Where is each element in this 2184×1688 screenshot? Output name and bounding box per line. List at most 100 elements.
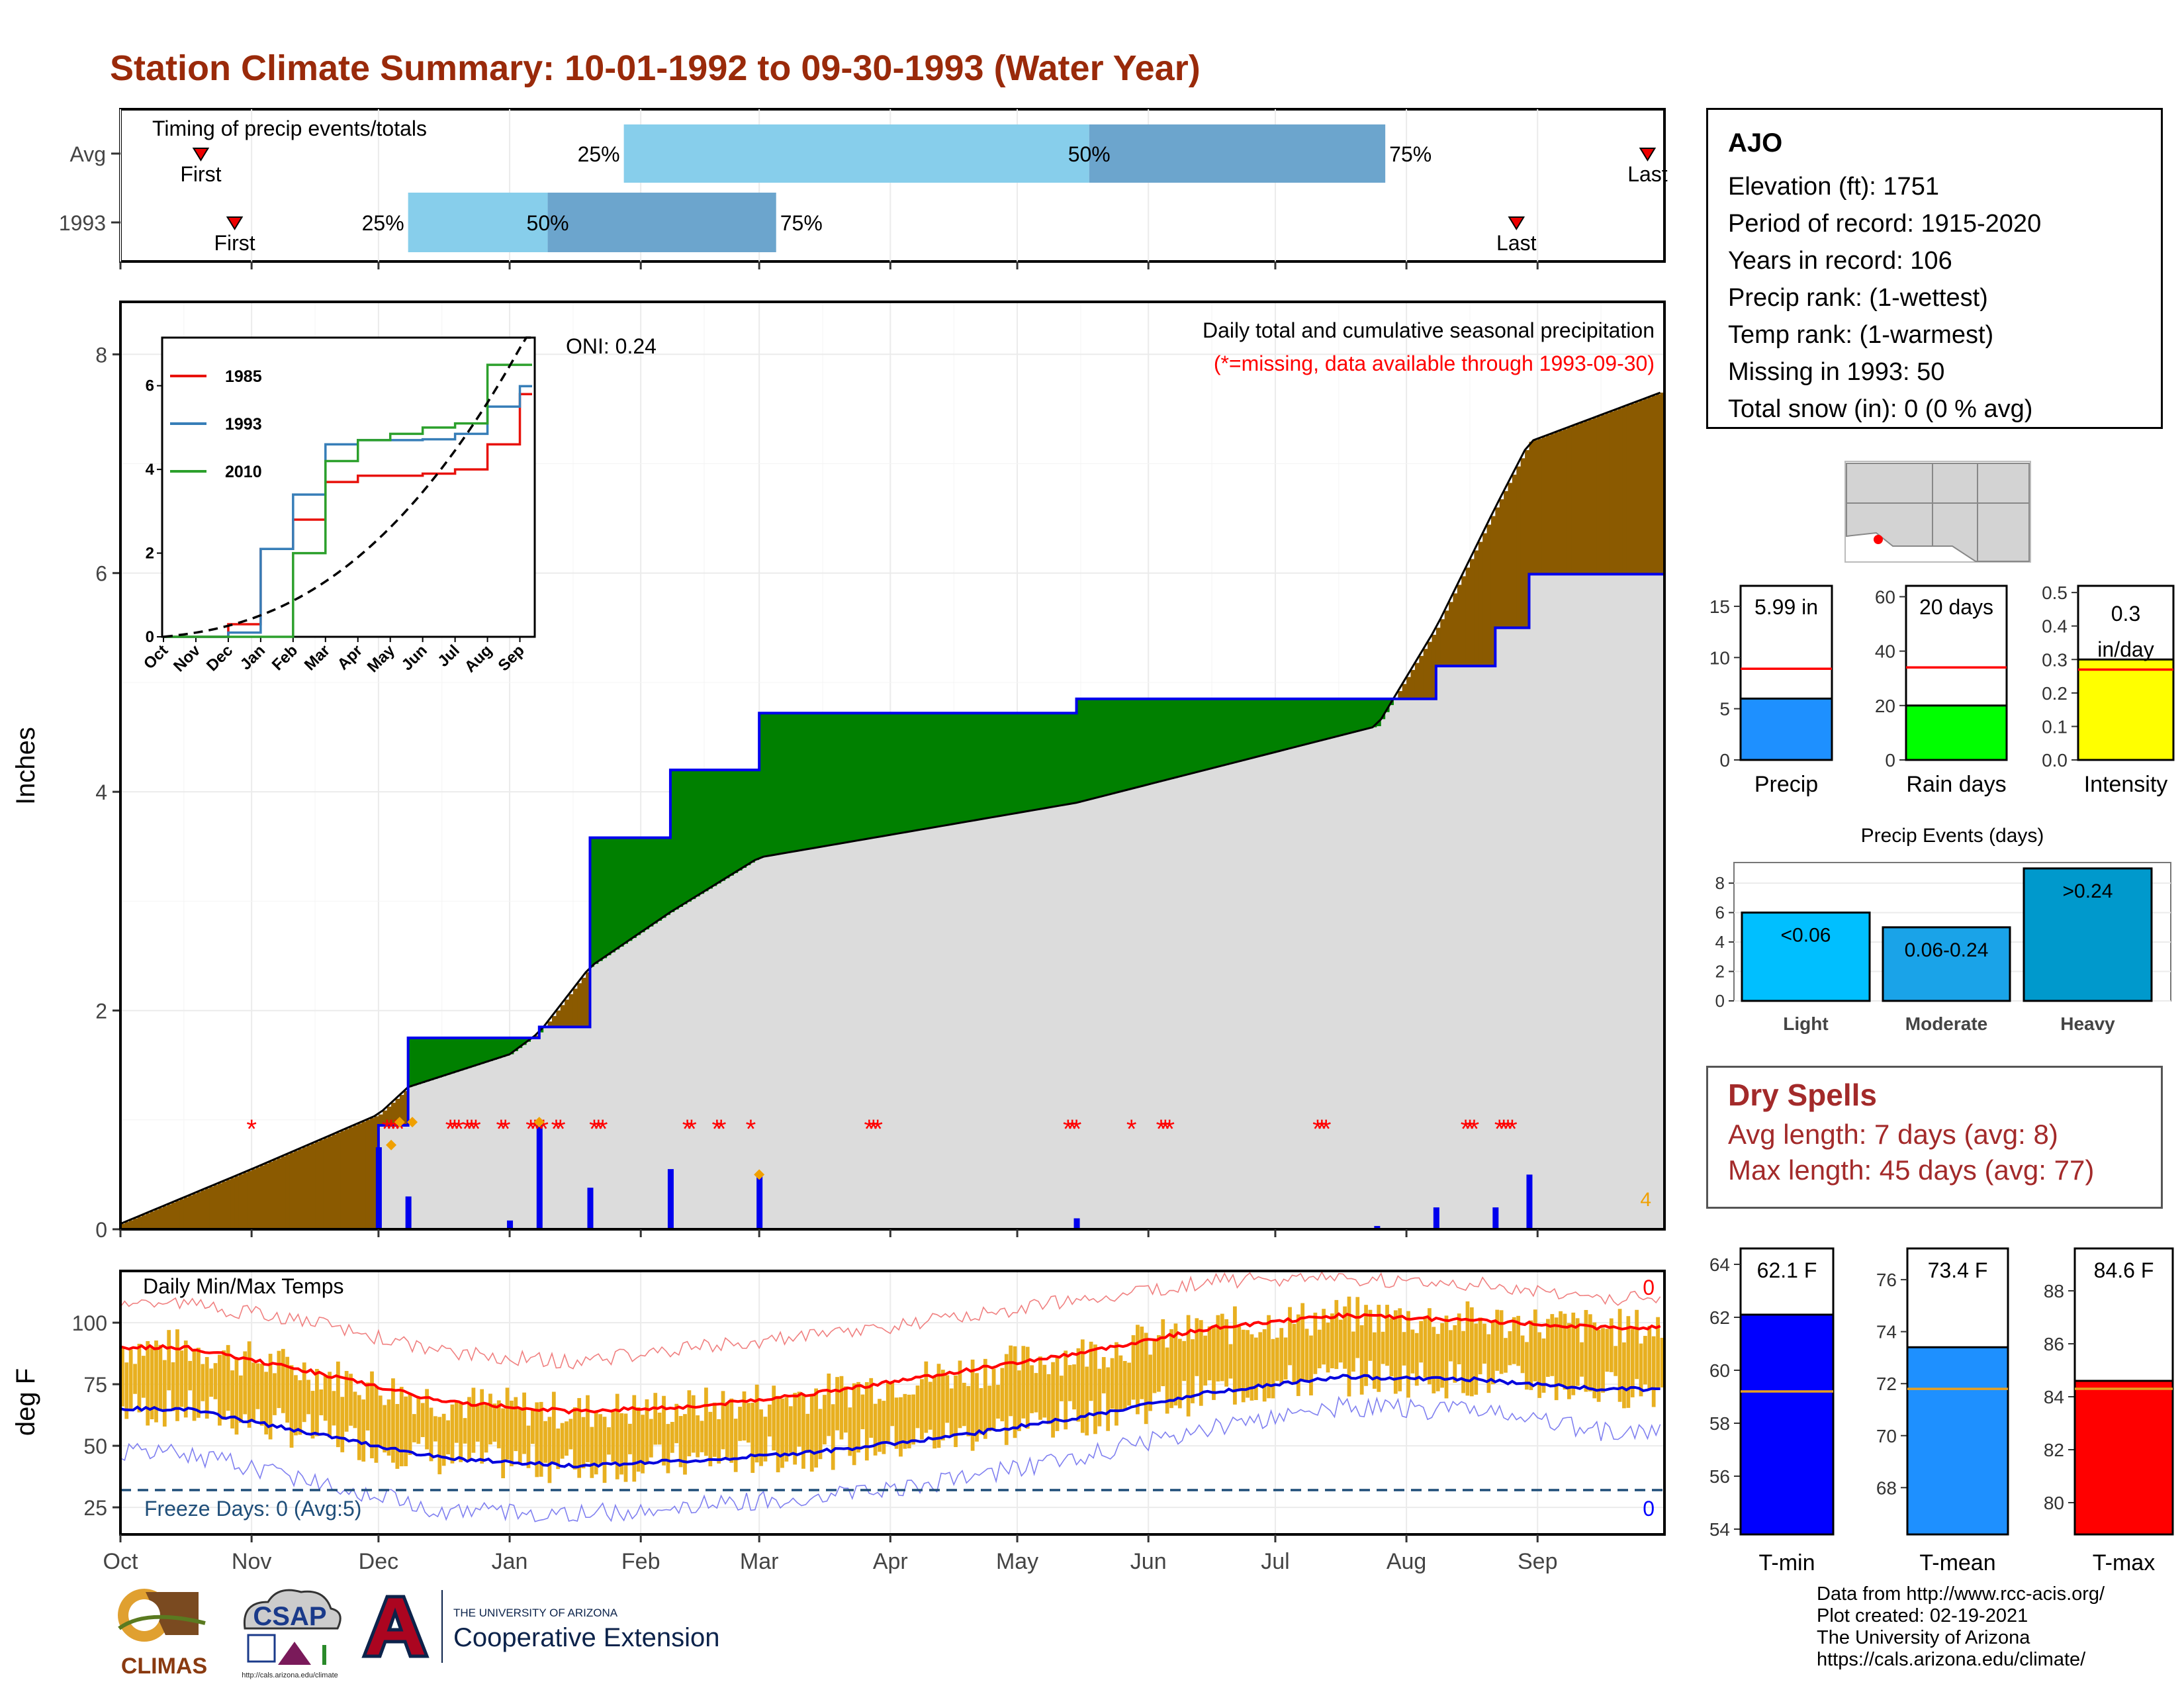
precip-deficit-area	[565, 1000, 570, 1027]
precip-base-area	[1224, 765, 1230, 1229]
precip-base-area	[467, 1068, 473, 1229]
daily-temp-range-bar	[1601, 1328, 1605, 1393]
precip-surplus-area	[1059, 713, 1064, 806]
daily-temp-range-bar	[657, 1412, 662, 1445]
daily-temp-range-bar	[1296, 1314, 1300, 1396]
daily-temp-range-bar	[437, 1417, 442, 1475]
precip-base-area	[581, 1027, 586, 1229]
precip-event-category-label: Heavy	[2060, 1013, 2115, 1034]
daily-temp-range-bar	[1038, 1356, 1042, 1420]
precip-base-area	[878, 837, 883, 1229]
precip-deficit-area	[572, 988, 578, 1027]
precip-base-area	[1093, 798, 1099, 1229]
precip-deficit-area	[1584, 421, 1589, 575]
daily-temp-range-bar	[780, 1398, 784, 1468]
temp-panel-frame	[119, 1270, 1666, 1536]
daily-temp-range-bar	[577, 1397, 582, 1478]
precip-surplus-area	[793, 713, 798, 852]
precip-deficit-area	[298, 1149, 303, 1229]
precip-deficit-area	[569, 994, 574, 1027]
precip-surplus-area	[1030, 713, 1035, 811]
daily-temp-range-bar	[1097, 1368, 1102, 1427]
daily-temp-range-bar	[289, 1365, 294, 1448]
missing-data-marker: *	[711, 1115, 722, 1144]
precip-surplus-area	[1347, 698, 1352, 734]
daily-temp-range-bar	[353, 1391, 357, 1429]
temp-panel-header: Daily Min/Max Temps	[143, 1274, 343, 1298]
precip-event-bar	[2023, 867, 2153, 1002]
daily-temp-range-bar	[678, 1416, 683, 1468]
rain_days-y-tick-label: 20	[1875, 696, 1895, 716]
daily-temp-range-bar	[941, 1370, 945, 1440]
precip-base-area	[1377, 726, 1382, 1229]
daily-temp-range-bar	[1359, 1325, 1364, 1395]
precip-base-area	[1440, 666, 1445, 1229]
daily-temp-range-bar	[975, 1373, 979, 1442]
precip-surplus-area	[1309, 698, 1314, 744]
precip-base-area	[1584, 574, 1589, 1229]
precip-base-area	[408, 1087, 413, 1229]
precip-base-area	[556, 1027, 561, 1229]
daily-temp-range-bar	[966, 1385, 971, 1436]
last-event-marker	[1508, 216, 1525, 230]
precip-base-area	[1025, 811, 1030, 1229]
precip-deficit-area	[1575, 424, 1580, 575]
precip-surplus-area	[839, 713, 844, 844]
daily-temp-range-bar	[1626, 1316, 1631, 1408]
daily-temp-range-bar	[725, 1402, 729, 1458]
precip-base-area	[1182, 775, 1187, 1229]
precip-surplus-area	[1292, 698, 1297, 748]
precip-base-area	[657, 920, 662, 1229]
precip-surplus-area	[496, 1037, 502, 1058]
precip-base-area	[1550, 574, 1555, 1229]
daily-temp-range-bar	[539, 1401, 543, 1477]
daily-temp-range-bar	[281, 1348, 285, 1413]
precip-deficit-area	[1559, 430, 1564, 575]
precip-surplus-area	[809, 713, 815, 849]
precip-base-area	[1051, 807, 1056, 1229]
daily-temp-range-bar	[962, 1382, 966, 1427]
daily-temp-range-bar	[383, 1405, 387, 1453]
daily-temp-range-bar	[1508, 1331, 1512, 1366]
precip-surplus-area	[446, 1037, 451, 1075]
daily-temp-range-bar	[1122, 1360, 1127, 1409]
temp-y-axis-label: deg F	[11, 1368, 40, 1436]
precip-surplus-area	[1173, 698, 1179, 778]
precip-surplus-area	[505, 1037, 510, 1056]
missing-data-marker: *	[1164, 1115, 1175, 1144]
precip-events-title: Precip Events (days)	[1861, 825, 2044, 847]
precip-base-area	[522, 1045, 527, 1229]
precip-deficit-area	[1563, 429, 1568, 575]
precip-surplus-area	[1165, 698, 1170, 780]
precip-base-area	[514, 1051, 519, 1229]
precip-events-y-tick-label: 0	[1715, 991, 1725, 1011]
missing-data-marker: *	[1156, 1115, 1167, 1144]
precip-base-area	[920, 829, 925, 1229]
precip-base-area	[641, 932, 646, 1229]
daily-temp-range-bar	[128, 1349, 133, 1409]
precip-base-area	[860, 839, 866, 1229]
precip-surplus-area	[1372, 698, 1377, 727]
daily-temp-range-bar	[1110, 1358, 1115, 1409]
missing-data-marker: *	[589, 1115, 600, 1144]
precip-base-area	[1389, 705, 1394, 1229]
daily-temp-range-bar	[1228, 1344, 1233, 1379]
daily-temp-range-bar	[1609, 1318, 1614, 1372]
inset-legend-label: 2010	[225, 463, 262, 481]
precip-deficit-area	[264, 1163, 269, 1229]
precip-surplus-area	[1258, 698, 1263, 757]
daily-temp-range-bar	[150, 1347, 154, 1420]
dry-spells-max: Max length: 45 days (avg: 77)	[1728, 1154, 2095, 1186]
precip-y-tick-label: 8	[95, 343, 107, 367]
precip-base-area	[1203, 770, 1208, 1229]
precip-base-area	[1267, 754, 1272, 1229]
daily-temp-range-bar	[120, 1347, 124, 1407]
precip-base-area	[1177, 776, 1183, 1229]
daily-temp-range-bar	[996, 1385, 1000, 1419]
daily-temp-range-bar	[1101, 1357, 1106, 1393]
precip-base-area	[1643, 574, 1649, 1229]
daily-temp-range-bar	[1516, 1315, 1521, 1366]
precip-base-area	[864, 839, 870, 1229]
daily-temp-range-bar	[1292, 1323, 1297, 1383]
precip-surplus-area	[666, 837, 671, 915]
